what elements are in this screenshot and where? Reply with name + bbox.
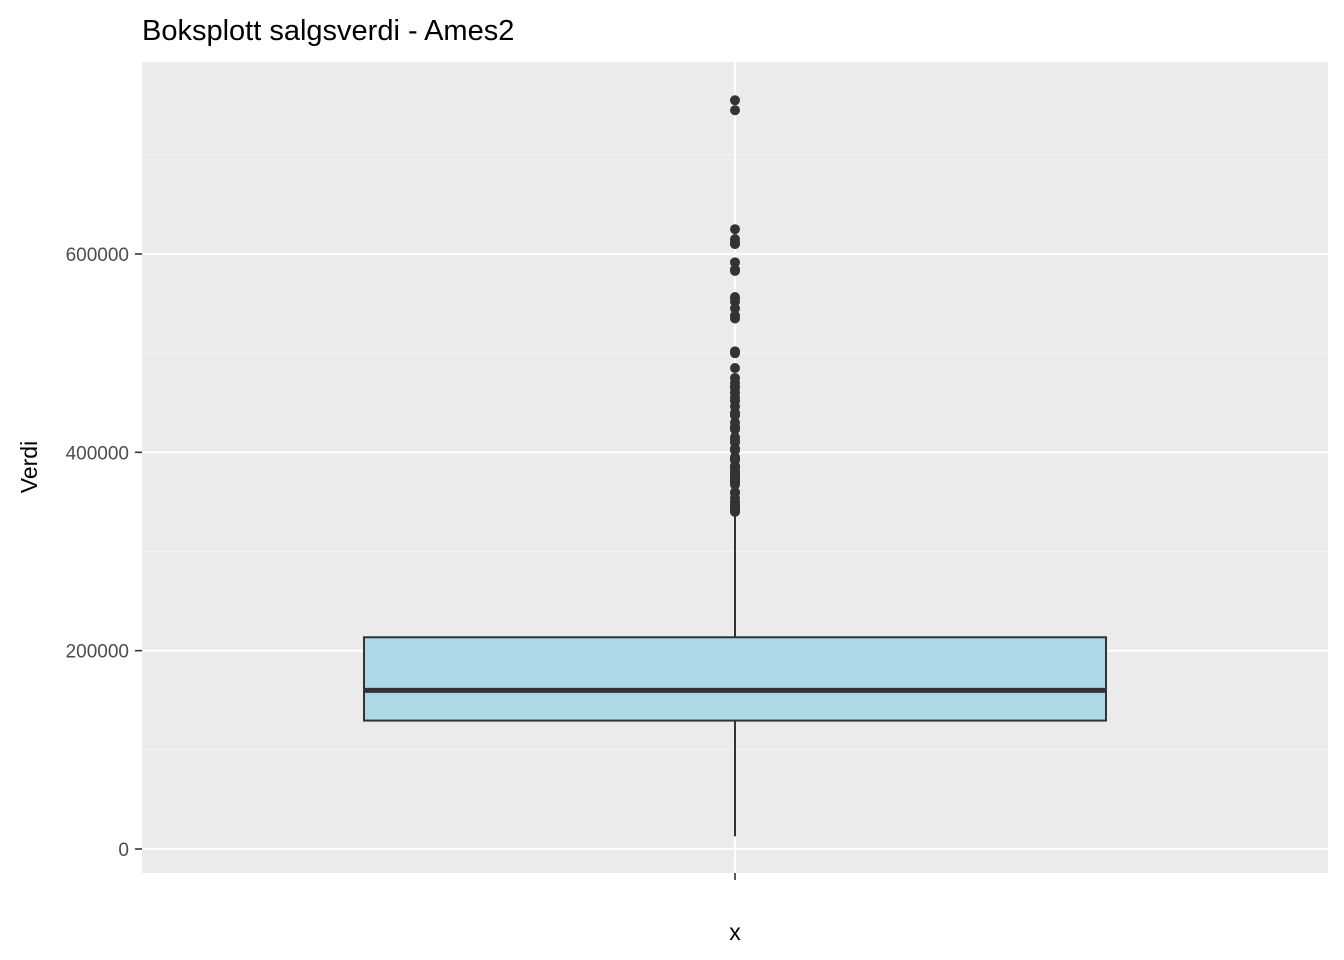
outlier-point xyxy=(730,303,740,314)
x-axis-title: x xyxy=(729,919,741,945)
y-axis-title: Verdi xyxy=(16,441,42,493)
interquartile-box xyxy=(363,636,1107,722)
outlier-point xyxy=(730,265,740,276)
outlier-point xyxy=(730,424,740,435)
y-tick-label: 400000 xyxy=(66,443,129,464)
y-tick-label: 600000 xyxy=(66,245,129,266)
boxplot xyxy=(363,512,1107,837)
y-axis: 0 200000 400000 600000 xyxy=(66,245,142,861)
outlier-point xyxy=(730,95,740,106)
outlier-point xyxy=(730,257,740,268)
outlier-point xyxy=(730,506,740,517)
outlier-point xyxy=(730,105,740,116)
outlier-point xyxy=(730,224,740,235)
outlier-point xyxy=(730,348,740,359)
outlier-point xyxy=(730,479,740,490)
chart-title: Boksplott salgsverdi - Ames2 xyxy=(142,15,514,47)
outlier-point xyxy=(730,313,740,324)
y-tick-label: 0 xyxy=(118,840,129,861)
outlier-point xyxy=(730,363,740,374)
outlier-point xyxy=(730,239,740,250)
outlier-point xyxy=(730,445,740,456)
y-tick-label: 200000 xyxy=(66,642,129,663)
outlier-point xyxy=(730,410,740,421)
outliers xyxy=(730,95,740,517)
